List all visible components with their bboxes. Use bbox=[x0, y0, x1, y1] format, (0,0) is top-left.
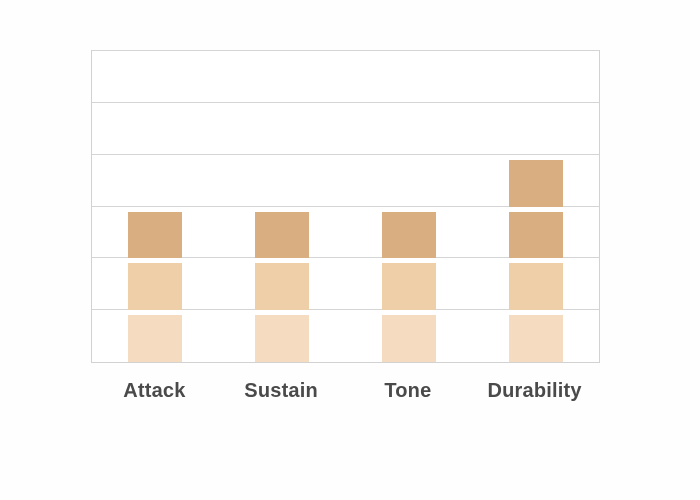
bar-segment[interactable] bbox=[128, 315, 183, 362]
category-label-durability: Durability bbox=[487, 380, 582, 402]
category-label-tone: Tone bbox=[384, 380, 432, 402]
plot-area bbox=[91, 50, 600, 363]
bar-segment[interactable] bbox=[381, 263, 436, 311]
bar-segment[interactable] bbox=[128, 211, 183, 259]
bar-column[interactable] bbox=[508, 155, 563, 362]
bar-segment[interactable] bbox=[255, 315, 310, 362]
bar-segment[interactable] bbox=[508, 315, 563, 362]
category-label-attack: Attack bbox=[123, 380, 186, 402]
bar-segment[interactable] bbox=[381, 315, 436, 362]
bars-layer bbox=[92, 51, 599, 362]
category-axis-labels: Attack Sustain Tone Durability bbox=[91, 378, 600, 412]
bar-segment[interactable] bbox=[508, 211, 563, 259]
bar-column[interactable] bbox=[128, 207, 183, 362]
bar-segment[interactable] bbox=[255, 263, 310, 311]
bar-column[interactable] bbox=[255, 207, 310, 362]
bar-segment[interactable] bbox=[508, 159, 563, 207]
bar-column[interactable] bbox=[381, 207, 436, 362]
bar-segment[interactable] bbox=[255, 211, 310, 259]
bar-segment[interactable] bbox=[508, 263, 563, 311]
bar-segment[interactable] bbox=[381, 211, 436, 259]
category-label-sustain: Sustain bbox=[244, 380, 318, 402]
bar-segment[interactable] bbox=[128, 263, 183, 311]
